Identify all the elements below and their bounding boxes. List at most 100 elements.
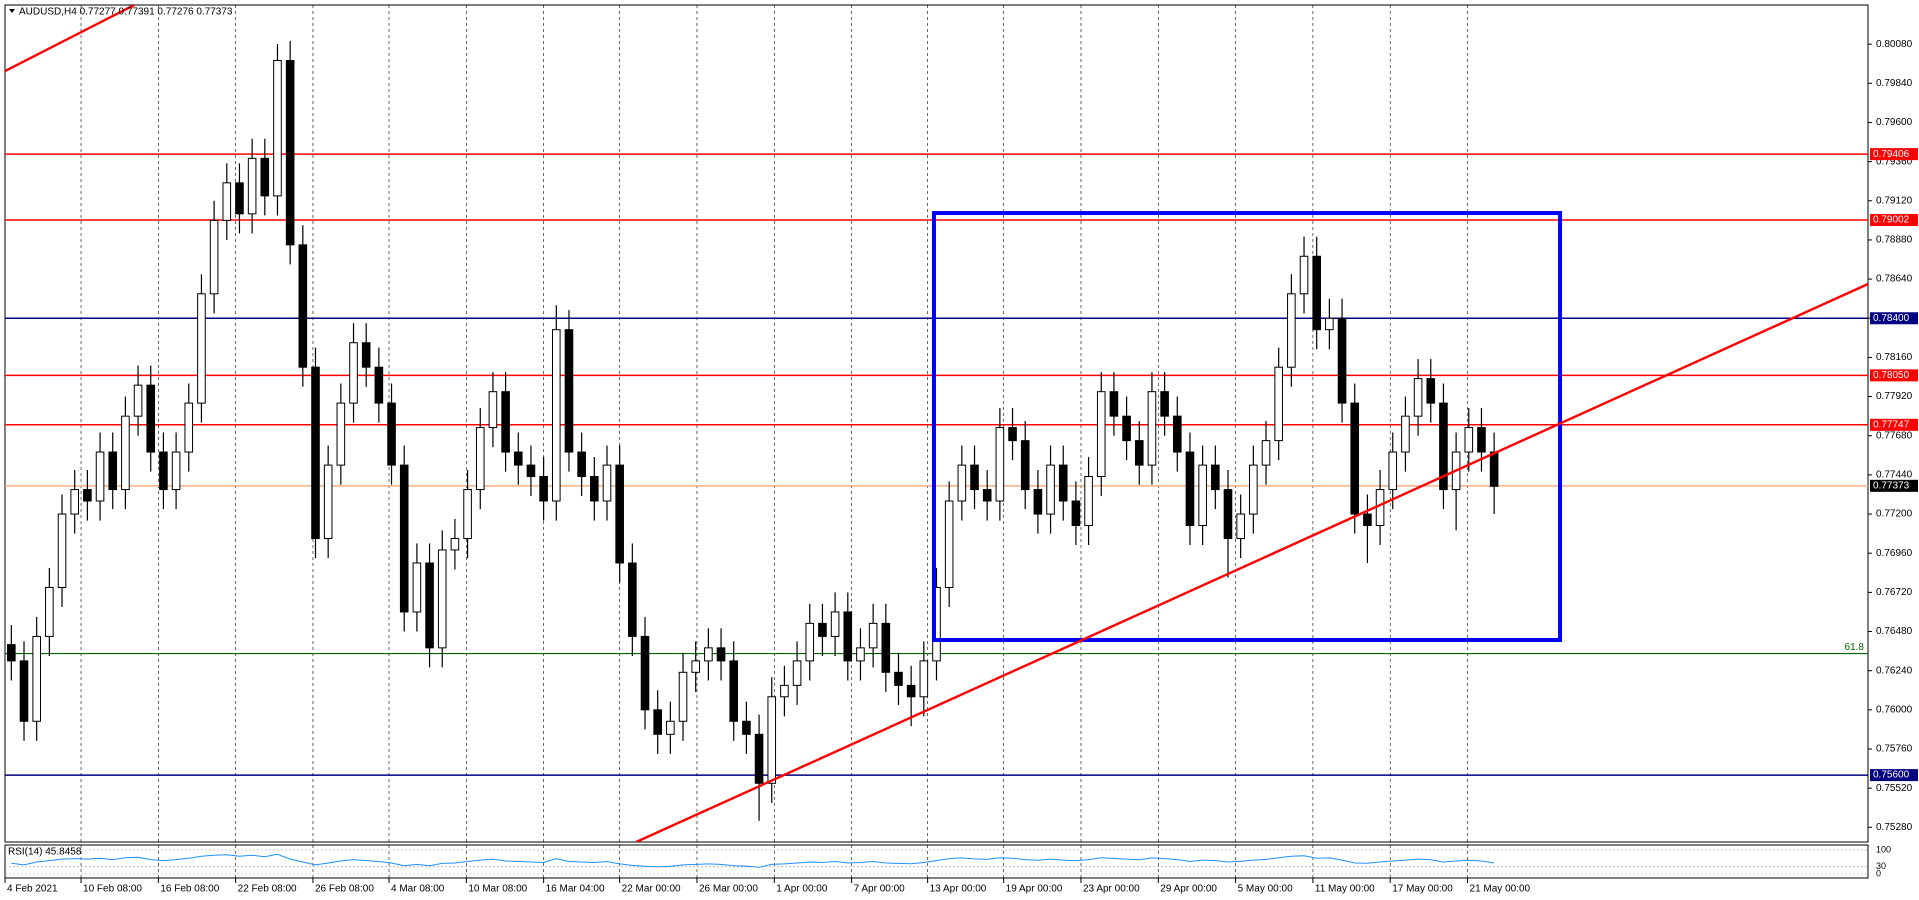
candle-body <box>577 451 586 478</box>
candle-body <box>1046 464 1055 515</box>
plot-frame <box>4 4 1869 843</box>
y-tick-label: 0.79120 <box>1876 195 1913 206</box>
candle-body <box>501 391 510 453</box>
y-tick-label: 0.78640 <box>1876 274 1913 285</box>
marks-layer <box>5 5 1868 842</box>
candle-body <box>1198 464 1207 526</box>
candle-body <box>818 622 827 637</box>
x-tick-label: 29 Apr 00:00 <box>1160 884 1217 895</box>
candle-body <box>1274 366 1283 442</box>
y-tick-label: 0.77440 <box>1876 470 1913 481</box>
candle-body <box>716 647 726 662</box>
candle-body <box>222 182 232 221</box>
candle-body <box>982 489 992 502</box>
candle-body <box>1211 464 1220 491</box>
candle-body <box>1426 378 1436 404</box>
price-tag-label: 0.75600 <box>1873 770 1910 781</box>
y-tick-label: 0.77920 <box>1876 391 1913 402</box>
candle-body <box>678 671 688 722</box>
candle-body <box>640 635 650 711</box>
candle-body <box>856 647 865 662</box>
candle-body <box>1287 293 1296 368</box>
y-tick-label: 0.77200 <box>1876 509 1913 520</box>
candle-body <box>919 660 929 698</box>
rsi-tick-label: 0 <box>1876 868 1881 878</box>
candle-body <box>475 427 485 491</box>
rsi-line <box>11 853 1495 868</box>
candle-body <box>1350 402 1360 515</box>
candle-body <box>1489 451 1499 487</box>
x-tick-label: 5 May 00:00 <box>1238 884 1293 895</box>
x-tick-label: 21 May 00:00 <box>1470 884 1531 895</box>
candle-body <box>830 611 840 637</box>
candle-body <box>7 644 16 662</box>
candle-body <box>1249 464 1258 515</box>
y-tick-label: 0.76000 <box>1876 704 1913 715</box>
price-tag <box>1870 214 1918 227</box>
x-tick-label: 16 Mar 04:00 <box>546 884 605 895</box>
candle-body <box>894 671 903 686</box>
candle-body <box>133 384 143 417</box>
price-tag <box>1870 369 1918 382</box>
trendline <box>635 282 1868 842</box>
candle-body <box>463 489 472 540</box>
candle-body <box>197 293 206 404</box>
chart-title: AUDUSD,H4 0.77277 0.77391 0.77276 0.7737… <box>19 7 233 18</box>
candle-body <box>767 696 777 784</box>
price-tag-label: 0.78400 <box>1873 313 1910 324</box>
x-tick-label: 4 Feb 2021 <box>7 884 58 895</box>
candle-body <box>1325 317 1334 331</box>
candle-body <box>551 329 561 502</box>
candle-body <box>260 157 270 197</box>
candle-body <box>374 366 384 404</box>
x-tick-label: 26 Feb 08:00 <box>315 884 374 895</box>
price-tag <box>1870 769 1918 782</box>
candle-body <box>387 402 396 466</box>
candle-body <box>615 464 624 564</box>
x-tick-label: 22 Feb 08:00 <box>238 884 297 895</box>
candle-body <box>209 219 219 295</box>
x-tick-label: 19 Apr 00:00 <box>1006 884 1063 895</box>
range-box <box>931 211 1563 643</box>
candle-body <box>273 59 282 197</box>
candle-body <box>906 684 916 698</box>
rsi-title: RSI(14) 45.8458 <box>8 847 82 858</box>
price-tag-label: 0.78050 <box>1873 370 1910 381</box>
candle-body <box>995 427 1005 502</box>
price-tag <box>1870 312 1918 325</box>
candle-body <box>19 660 29 722</box>
y-tick-label: 0.78160 <box>1876 352 1913 363</box>
menu-arrow[interactable] <box>9 9 15 13</box>
x-tick-label: 11 May 00:00 <box>1315 884 1375 895</box>
y-tick-label: 0.76240 <box>1876 665 1913 676</box>
y-tick-label: 0.79600 <box>1876 117 1913 128</box>
trendline <box>5 5 135 73</box>
candle-body <box>108 451 118 491</box>
candle-body <box>1388 451 1398 491</box>
candle-body <box>1439 402 1448 491</box>
y-tick-label: 0.80080 <box>1876 39 1913 50</box>
candle-body <box>121 415 130 491</box>
candle-body <box>1008 427 1017 442</box>
candle-body <box>32 635 41 722</box>
x-tick-label: 1 Apr 00:00 <box>776 884 828 895</box>
price-tag-label: 0.77747 <box>1873 419 1910 430</box>
y-tick-label: 0.75760 <box>1876 744 1913 755</box>
candle-body <box>399 464 409 613</box>
candle-body <box>805 622 815 662</box>
candle-body <box>1033 489 1043 515</box>
y-tick-label: 0.76480 <box>1876 626 1913 637</box>
candle-body <box>1122 415 1131 442</box>
candle-body <box>437 549 447 649</box>
candle-body <box>970 464 979 491</box>
candle-body <box>298 244 308 368</box>
candle-body <box>1413 378 1423 417</box>
candle-body <box>590 476 599 502</box>
candle-body <box>957 464 967 502</box>
rsi-frame <box>4 844 1869 879</box>
candle-body <box>1096 391 1106 478</box>
candle-body <box>323 464 333 540</box>
candle-body <box>780 684 789 698</box>
